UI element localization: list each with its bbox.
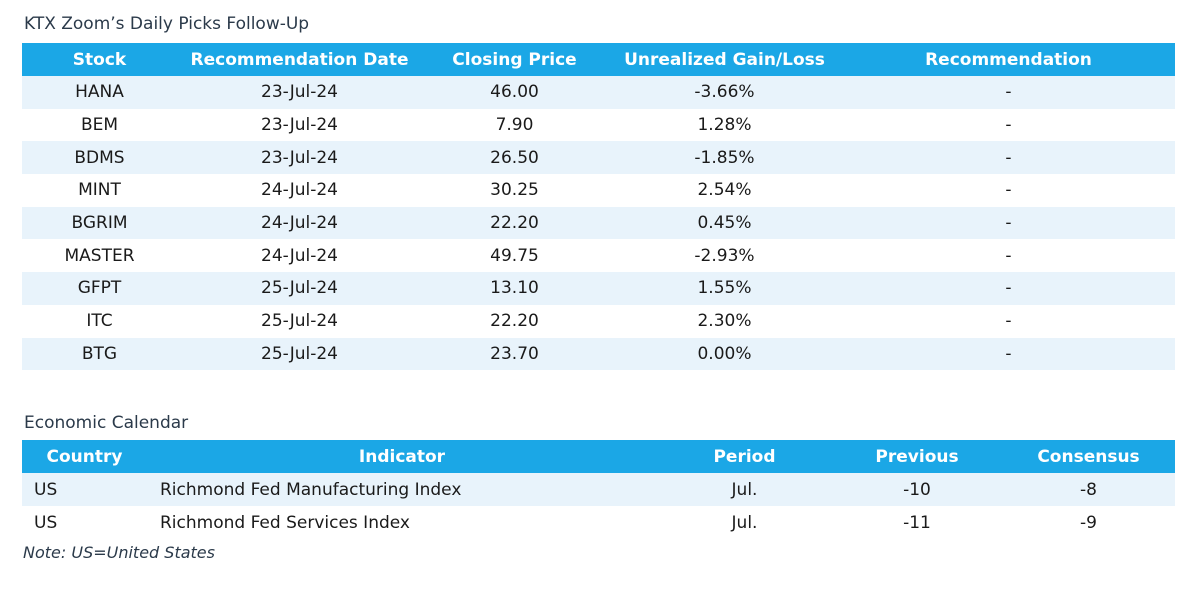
date-cell: 24-Jul-24 <box>177 206 422 240</box>
country-cell: US <box>22 473 147 506</box>
price-cell: 7.90 <box>422 108 607 142</box>
date-cell: 23-Jul-24 <box>177 108 422 142</box>
table-row: GFPT 25-Jul-24 13.10 1.55% - <box>22 272 1175 305</box>
economic-calendar-table: Country Indicator Period Previous Consen… <box>22 440 1175 539</box>
gain-loss-cell: 1.55% <box>607 272 842 305</box>
economic-header-country: Country <box>22 440 147 473</box>
indicator-cell: Richmond Fed Manufacturing Index <box>147 473 657 506</box>
gain-loss-cell: 0.45% <box>607 206 842 240</box>
gain-loss-cell: -1.85% <box>607 141 842 175</box>
table-row: BEM 23-Jul-24 7.90 1.28% - <box>22 108 1175 142</box>
table-row: BTG 25-Jul-24 23.70 0.00% - <box>22 337 1175 371</box>
picks-header-stock: Stock <box>22 43 177 76</box>
stock-cell: BDMS <box>22 141 177 175</box>
stock-cell: BEM <box>22 108 177 142</box>
date-cell: 25-Jul-24 <box>177 337 422 371</box>
table-row: US Richmond Fed Services Index Jul. -11 … <box>22 506 1175 539</box>
picks-title: KTX Zoom’s Daily Picks Follow-Up <box>24 14 310 34</box>
price-cell: 30.25 <box>422 174 607 207</box>
date-cell: 23-Jul-24 <box>177 141 422 175</box>
country-cell: US <box>22 506 147 539</box>
previous-cell: -10 <box>832 473 1002 506</box>
price-cell: 49.75 <box>422 239 607 273</box>
previous-cell: -11 <box>832 506 1002 539</box>
table-row: US Richmond Fed Manufacturing Index Jul.… <box>22 473 1175 506</box>
economic-calendar-note: Note: US=United States <box>23 543 215 562</box>
stock-cell: ITC <box>22 304 177 338</box>
stock-cell: BGRIM <box>22 206 177 240</box>
economic-header-consensus: Consensus <box>1002 440 1175 473</box>
gain-loss-cell: 1.28% <box>607 108 842 142</box>
price-cell: 26.50 <box>422 141 607 175</box>
gain-loss-cell: 2.54% <box>607 174 842 207</box>
stock-cell: HANA <box>22 76 177 109</box>
period-cell: Jul. <box>657 473 832 506</box>
table-row: BDMS 23-Jul-24 26.50 -1.85% - <box>22 141 1175 175</box>
stock-cell: MINT <box>22 174 177 207</box>
date-cell: 25-Jul-24 <box>177 304 422 338</box>
price-cell: 46.00 <box>422 76 607 109</box>
economic-header-indicator: Indicator <box>147 440 657 473</box>
economic-header-row: Country Indicator Period Previous Consen… <box>22 440 1175 473</box>
indicator-cell: Richmond Fed Services Index <box>147 506 657 539</box>
recommendation-cell: - <box>842 239 1175 273</box>
consensus-cell: -9 <box>1002 506 1175 539</box>
picks-header-unrealized-gain-loss: Unrealized Gain/Loss <box>607 43 842 76</box>
price-cell: 22.20 <box>422 304 607 338</box>
table-row: MINT 24-Jul-24 30.25 2.54% - <box>22 174 1175 207</box>
gain-loss-cell: -2.93% <box>607 239 842 273</box>
table-row: ITC 25-Jul-24 22.20 2.30% - <box>22 304 1175 338</box>
table-row: BGRIM 24-Jul-24 22.20 0.45% - <box>22 206 1175 240</box>
recommendation-cell: - <box>842 108 1175 142</box>
date-cell: 24-Jul-24 <box>177 174 422 207</box>
recommendation-cell: - <box>842 141 1175 175</box>
date-cell: 23-Jul-24 <box>177 76 422 109</box>
stock-cell: BTG <box>22 337 177 371</box>
picks-table: Stock Recommendation Date Closing Price … <box>22 43 1175 371</box>
picks-header-closing-price: Closing Price <box>422 43 607 76</box>
price-cell: 13.10 <box>422 272 607 305</box>
stock-cell: GFPT <box>22 272 177 305</box>
consensus-cell: -8 <box>1002 473 1175 506</box>
price-cell: 23.70 <box>422 337 607 371</box>
gain-loss-cell: 0.00% <box>607 337 842 371</box>
table-row: HANA 23-Jul-24 46.00 -3.66% - <box>22 76 1175 109</box>
recommendation-cell: - <box>842 337 1175 371</box>
date-cell: 25-Jul-24 <box>177 272 422 305</box>
picks-header-row: Stock Recommendation Date Closing Price … <box>22 43 1175 76</box>
economic-header-period: Period <box>657 440 832 473</box>
gain-loss-cell: 2.30% <box>607 304 842 338</box>
picks-header-recommendation: Recommendation <box>842 43 1175 76</box>
economic-calendar-title: Economic Calendar <box>24 413 189 433</box>
recommendation-cell: - <box>842 304 1175 338</box>
economic-header-previous: Previous <box>832 440 1002 473</box>
date-cell: 24-Jul-24 <box>177 239 422 273</box>
recommendation-cell: - <box>842 206 1175 240</box>
stock-cell: MASTER <box>22 239 177 273</box>
price-cell: 22.20 <box>422 206 607 240</box>
gain-loss-cell: -3.66% <box>607 76 842 109</box>
recommendation-cell: - <box>842 272 1175 305</box>
table-row: MASTER 24-Jul-24 49.75 -2.93% - <box>22 239 1175 273</box>
recommendation-cell: - <box>842 76 1175 109</box>
recommendation-cell: - <box>842 174 1175 207</box>
period-cell: Jul. <box>657 506 832 539</box>
picks-header-recommendation-date: Recommendation Date <box>177 43 422 76</box>
